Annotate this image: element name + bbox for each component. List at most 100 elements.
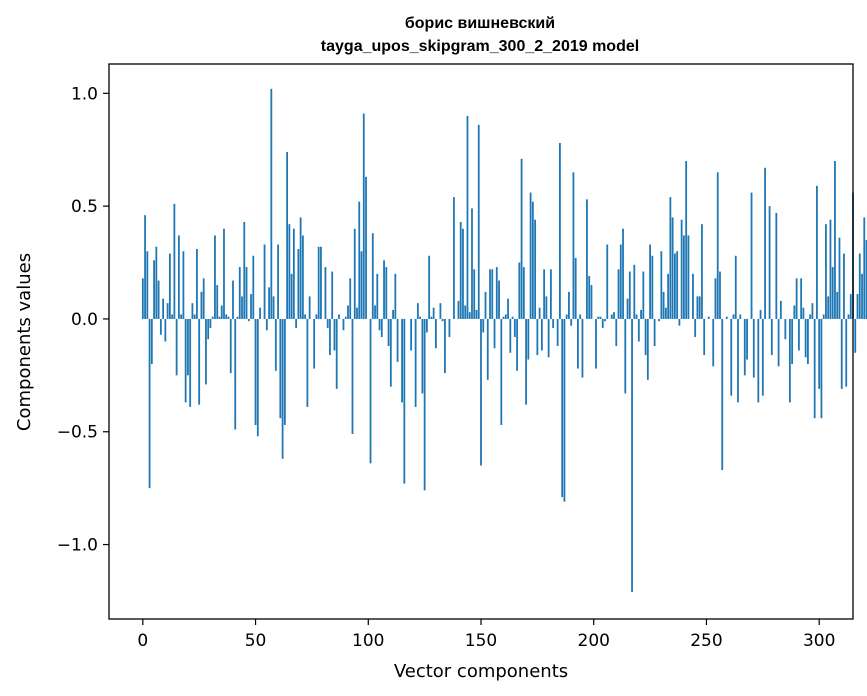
bar-component-218	[633, 264, 636, 319]
bar-component-27	[202, 278, 205, 319]
bar-component-175	[536, 318, 539, 356]
bar-component-203	[599, 316, 602, 319]
bar-component-201	[595, 318, 597, 369]
bar-component-319	[861, 273, 863, 319]
x-tick-label: 150	[465, 631, 497, 651]
bar-component-168	[520, 158, 523, 319]
bar-component-318	[858, 253, 861, 319]
bar-component-316	[854, 318, 857, 353]
bar-component-92	[349, 278, 352, 319]
bar-component-115	[401, 318, 403, 403]
bar-component-303	[825, 224, 827, 319]
bar-component-0	[141, 278, 144, 319]
bar-component-300	[818, 318, 821, 389]
bar-component-22	[191, 303, 194, 319]
bar-component-287	[788, 318, 791, 403]
bar-component-82	[326, 318, 329, 328]
bar-component-142	[462, 228, 464, 319]
bar-component-113	[396, 318, 399, 362]
bar-component-122	[416, 303, 419, 319]
bar-component-46	[245, 267, 248, 319]
x-tick-label: 100	[352, 631, 384, 651]
bar-component-209	[613, 312, 615, 319]
bar-component-99	[365, 176, 367, 319]
bar-component-210	[615, 318, 618, 347]
bar-component-235	[671, 217, 674, 319]
bar-component-127	[428, 255, 431, 319]
bar-component-279	[770, 318, 773, 356]
bar-component-232	[664, 307, 667, 319]
bar-component-255	[716, 172, 719, 319]
bar-component-212	[619, 244, 622, 319]
bar-component-33	[216, 285, 219, 319]
bar-component-254	[714, 278, 717, 319]
bar-component-156	[493, 318, 496, 349]
bar-component-296	[809, 314, 812, 319]
bar-component-306	[831, 267, 834, 319]
bar-component-140	[457, 300, 460, 319]
bar-component-1	[144, 215, 146, 319]
bar-component-65	[288, 224, 291, 319]
x-tick-label: 250	[690, 631, 722, 651]
bar-component-166	[516, 318, 518, 371]
bar-component-112	[394, 273, 397, 319]
bar-component-141	[459, 221, 462, 319]
bar-component-95	[356, 307, 358, 319]
bar-component-181	[549, 269, 552, 319]
bar-component-96	[358, 201, 361, 319]
bar-component-245	[694, 318, 697, 337]
bar-component-79	[320, 246, 322, 319]
bar-component-101	[369, 318, 372, 464]
y-axis-label: Components values	[14, 253, 35, 431]
bar-component-116	[403, 318, 406, 484]
bar-component-304	[827, 296, 830, 319]
bar-component-265	[739, 314, 742, 319]
bar-component-4	[150, 318, 153, 365]
bar-component-86	[335, 318, 338, 389]
bar-component-64	[286, 151, 289, 319]
bar-component-206	[606, 244, 609, 319]
bar-component-85	[333, 318, 336, 351]
bar-component-161	[504, 314, 507, 319]
bar-component-170	[525, 318, 527, 405]
bar-component-276	[764, 167, 766, 319]
bar-component-149	[477, 124, 480, 319]
bar-component-180	[547, 318, 550, 358]
bar-component-281	[775, 212, 778, 319]
bar-component-273	[757, 318, 760, 403]
bar-component-35	[220, 305, 223, 319]
bar-component-208	[610, 314, 613, 319]
x-tick-label: 300	[803, 631, 835, 651]
bar-component-185	[559, 142, 561, 319]
bar-component-288	[791, 318, 794, 365]
bar-component-240	[683, 235, 685, 319]
bar-component-176	[538, 307, 541, 319]
bar-component-257	[721, 318, 724, 471]
bar-component-97	[360, 251, 363, 319]
bar-component-72	[304, 314, 307, 319]
chart-subtitle: tayga_upos_skipgram_300_2_2019 model	[321, 38, 639, 55]
bar-component-219	[635, 314, 638, 319]
bar-component-308	[836, 291, 839, 319]
bar-component-19	[184, 318, 187, 403]
bar-component-129	[432, 307, 435, 319]
bar-component-291	[797, 318, 800, 351]
bar-component-188	[565, 314, 568, 319]
bar-component-130	[435, 318, 437, 349]
bar-component-44	[241, 296, 243, 319]
bar-component-144	[466, 115, 469, 319]
bar-component-282	[777, 318, 780, 367]
bar-component-268	[746, 318, 748, 360]
bar-component-40	[232, 280, 234, 319]
bar-component-23	[193, 314, 196, 319]
bar-component-111	[392, 309, 394, 319]
bar-component-193	[577, 318, 579, 369]
bar-component-229	[658, 318, 661, 322]
bar-component-154	[489, 269, 491, 319]
bar-component-313	[847, 314, 850, 319]
bar-component-125	[423, 318, 426, 491]
bar-component-69	[297, 249, 300, 319]
bar-component-107	[383, 260, 385, 319]
bar-component-191	[572, 172, 575, 319]
bar-component-177	[540, 318, 543, 351]
